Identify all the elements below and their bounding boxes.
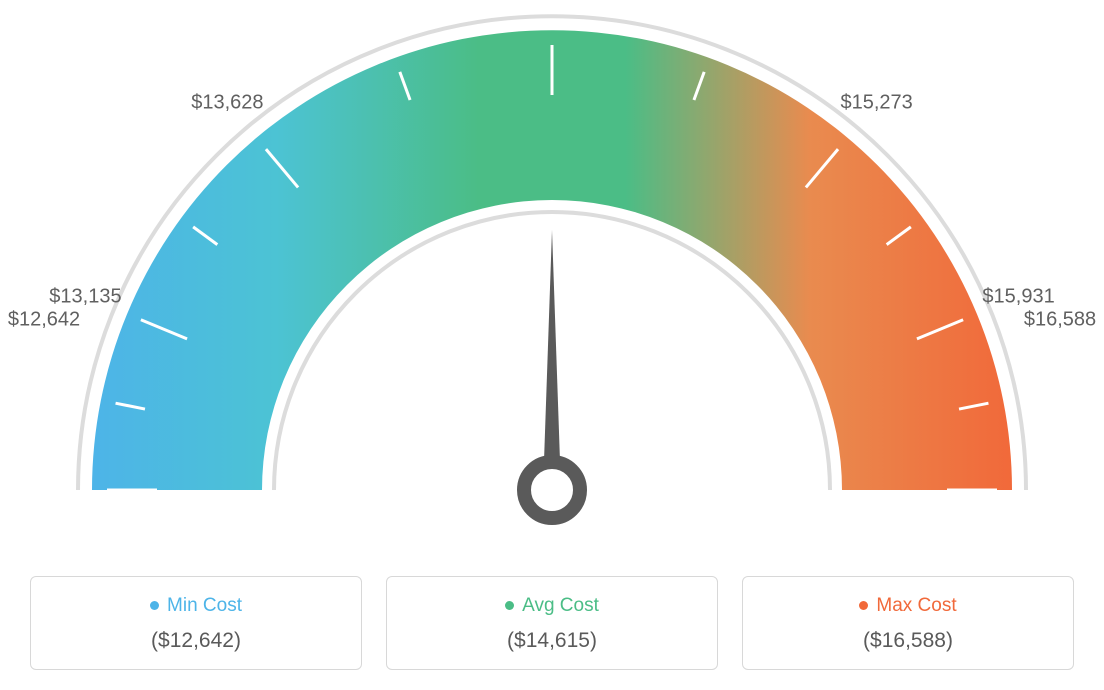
gauge-tick-label: $16,588 (1024, 309, 1096, 332)
dot-icon (859, 601, 868, 610)
legend-min-value: ($12,642) (41, 629, 351, 653)
legend-min-title: Min Cost (41, 595, 351, 617)
legend-row: Min Cost ($12,642) Avg Cost ($14,615) Ma… (30, 576, 1074, 670)
legend-avg-label: Avg Cost (522, 595, 599, 616)
legend-min-box: Min Cost ($12,642) (30, 576, 362, 670)
legend-max-title: Max Cost (753, 595, 1063, 617)
gauge-tick-label: $13,135 (49, 285, 121, 308)
dot-icon (505, 601, 514, 610)
gauge-tick-label: $12,642 (8, 309, 80, 332)
legend-max-box: Max Cost ($16,588) (742, 576, 1074, 670)
legend-avg-value: ($14,615) (397, 629, 707, 653)
dot-icon (150, 601, 159, 610)
legend-avg-box: Avg Cost ($14,615) (386, 576, 718, 670)
legend-min-label: Min Cost (167, 595, 242, 616)
legend-max-value: ($16,588) (753, 629, 1063, 653)
cost-gauge-widget: $12,642$13,135$13,628$14,615$15,273$15,9… (0, 0, 1104, 690)
gauge-tick-label: $15,931 (982, 285, 1054, 308)
gauge-tick-label: $15,273 (840, 92, 912, 115)
gauge-chart: $12,642$13,135$13,628$14,615$15,273$15,9… (0, 0, 1104, 560)
legend-avg-title: Avg Cost (397, 595, 707, 617)
gauge-tick-label: $13,628 (191, 92, 263, 115)
legend-max-label: Max Cost (876, 595, 956, 616)
